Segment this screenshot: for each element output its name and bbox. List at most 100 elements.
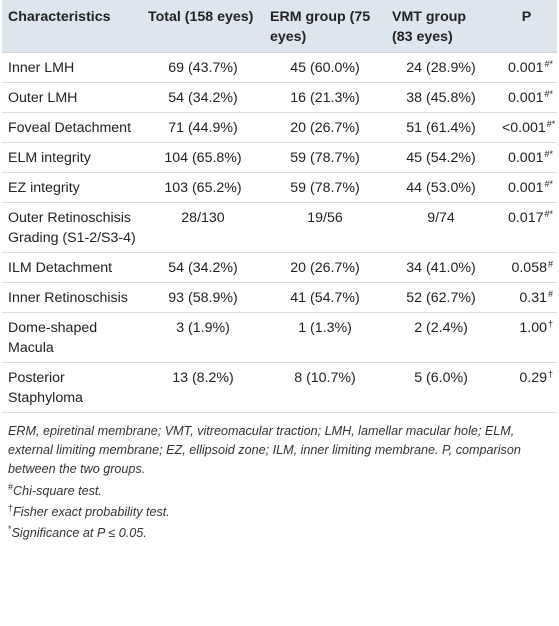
cell-vmt: 52 (62.7%) [386, 282, 496, 313]
cell-p-value: 0.001#* [496, 142, 557, 173]
row-name: Dome-shaped Macula [2, 312, 142, 363]
cell-erm: 20 (26.7%) [264, 252, 386, 283]
table-row: Dome-shaped Macula 3 (1.9%) 1 (1.3%) 2 (2.4… [2, 312, 557, 363]
p-marks: #* [544, 179, 553, 189]
table-header: Characteristics Total (158 eyes) ERM gro… [2, 0, 557, 53]
cell-erm: 59 (78.7%) [264, 172, 386, 203]
cell-total: 93 (58.9%) [142, 282, 264, 313]
row-name: Outer LMH [2, 82, 142, 113]
cell-total: 54 (34.2%) [142, 82, 264, 113]
p-value: 0.31 [519, 290, 547, 306]
cell-erm: 8 (10.7%) [264, 362, 386, 413]
table-row: ELM integrity 104 (65.8%) 59 (78.7%) 45 (54… [2, 142, 557, 173]
row-name: Posterior Staphyloma [2, 362, 142, 413]
cell-p-value: 0.017#* [496, 202, 557, 253]
p-value: 0.29 [519, 370, 547, 386]
fisher-text: Fisher exact probability test. [13, 505, 170, 519]
table-row: ILM Detachment 54 (34.2%) 20 (26.7%) 34 (41… [2, 252, 557, 283]
cell-erm: 59 (78.7%) [264, 142, 386, 173]
cell-p-value: 1.00† [496, 312, 557, 363]
p-value: 0.001 [507, 90, 544, 106]
cell-total: 71 (44.9%) [142, 112, 264, 143]
row-name: ILM Detachment [2, 252, 142, 283]
p-marks: #* [544, 209, 553, 219]
p-value: 0.017 [507, 210, 544, 226]
cell-p-value: 0.001#* [496, 172, 557, 203]
fisher-mark: † [8, 503, 14, 513]
chi-text: Chi-square test. [13, 484, 102, 498]
p-value: 0.001 [507, 60, 544, 76]
cell-erm: 1 (1.3%) [264, 312, 386, 363]
cell-total: 3 (1.9%) [142, 312, 264, 363]
header-row: Characteristics Total (158 eyes) ERM gro… [2, 0, 557, 53]
cell-p-value: 0.058# [496, 252, 557, 283]
header-vmt: VMT group (83 eyes) [386, 0, 496, 53]
p-marks: † [547, 319, 553, 329]
p-marks: #* [546, 119, 556, 129]
p-marks: † [547, 369, 553, 379]
cell-vmt: 5 (6.0%) [386, 362, 496, 413]
cell-erm: 19/56 [264, 202, 386, 253]
row-name: EZ integrity [2, 172, 142, 203]
table-body: Inner LMH 69 (43.7%) 45 (60.0%) 24 (28.9%) 0… [2, 52, 557, 413]
header-characteristics: Characteristics [2, 0, 142, 53]
p-marks: #* [544, 59, 553, 69]
cell-p-value: 0.29† [496, 362, 557, 413]
table-row: Inner LMH 69 (43.7%) 45 (60.0%) 24 (28.9%) 0… [2, 52, 557, 83]
cell-vmt: 38 (45.8%) [386, 82, 496, 113]
p-value: <0.001 [502, 120, 546, 136]
cell-vmt: 51 (61.4%) [386, 112, 496, 143]
footnote-significance: *Significance at P ≤ 0.05. [8, 524, 551, 543]
header-erm: ERM group (75 eyes) [264, 0, 386, 53]
footnote-abbreviations: ERM, epiretinal membrane; VMT, vitreomac… [8, 424, 521, 476]
p-value: 0.001 [507, 180, 544, 196]
cell-vmt: 44 (53.0%) [386, 172, 496, 203]
table-footnotes: ERM, epiretinal membrane; VMT, vitreomac… [2, 413, 557, 543]
cell-erm: 16 (21.3%) [264, 82, 386, 113]
p-value: 0.001 [507, 150, 544, 166]
cell-vmt: 24 (28.9%) [386, 52, 496, 83]
p-value: 0.058 [511, 260, 547, 276]
row-name: Outer Retinoschisis Grading (S1-2/S3-4) [2, 202, 142, 253]
p-marks: # [547, 259, 553, 269]
sig-text: Significance at P ≤ 0.05. [11, 526, 147, 540]
cell-total: 28/130 [142, 202, 264, 253]
row-name: Inner LMH [2, 52, 142, 83]
cell-total: 54 (34.2%) [142, 252, 264, 283]
cell-erm: 20 (26.7%) [264, 112, 386, 143]
header-total: Total (158 eyes) [142, 0, 264, 53]
cell-vmt: 2 (2.4%) [386, 312, 496, 363]
cell-erm: 45 (60.0%) [264, 52, 386, 83]
cell-total: 103 (65.2%) [142, 172, 264, 203]
p-marks: #* [544, 149, 553, 159]
table-row: EZ integrity 103 (65.2%) 59 (78.7%) 44 (53.… [2, 172, 557, 203]
row-name: Foveal Detachment [2, 112, 142, 143]
chi-mark: # [8, 482, 14, 492]
footnote-fisher: †Fisher exact probability test. [8, 503, 551, 522]
table-row: Outer Retinoschisis Grading (S1-2/S3-4) 2… [2, 202, 557, 253]
cell-p-value: 0.001#* [496, 82, 557, 113]
cell-vmt: 45 (54.2%) [386, 142, 496, 173]
cell-p-value: 0.31# [496, 282, 557, 313]
cell-vmt: 9/74 [386, 202, 496, 253]
cell-vmt: 34 (41.0%) [386, 252, 496, 283]
cell-total: 69 (43.7%) [142, 52, 264, 83]
p-marks: #* [544, 89, 553, 99]
cell-total: 104 (65.8%) [142, 142, 264, 173]
cell-total: 13 (8.2%) [142, 362, 264, 413]
sig-mark: * [8, 524, 12, 534]
footnote-chi-square: #Chi-square test. [8, 482, 551, 501]
table-row: Posterior Staphyloma 13 (8.2%) 8 (10.7%) 5 … [2, 362, 557, 413]
p-marks: # [547, 289, 553, 299]
characteristics-table: Characteristics Total (158 eyes) ERM gro… [2, 0, 557, 413]
p-value: 1.00 [519, 320, 547, 336]
table-row: Outer LMH 54 (34.2%) 16 (21.3%) 38 (45.8%) 0… [2, 82, 557, 113]
cell-erm: 41 (54.7%) [264, 282, 386, 313]
cell-p-value: <0.001#* [496, 112, 557, 143]
cell-p-value: 0.001#* [496, 52, 557, 83]
row-name: Inner Retinoschisis [2, 282, 142, 313]
header-p: P [496, 0, 557, 53]
row-name: ELM integrity [2, 142, 142, 173]
table-row: Inner Retinoschisis 93 (58.9%) 41 (54.7%) 5… [2, 282, 557, 313]
